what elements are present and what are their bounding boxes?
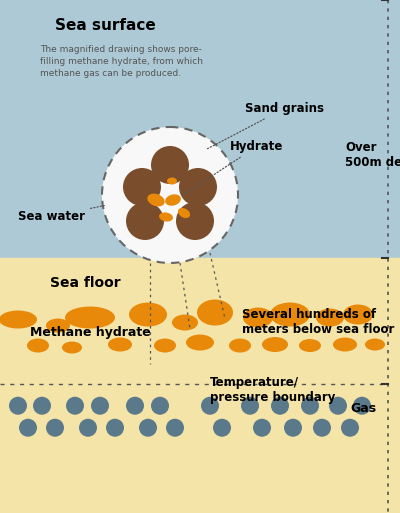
Ellipse shape (167, 177, 177, 185)
Ellipse shape (65, 307, 115, 328)
Ellipse shape (299, 339, 321, 352)
Circle shape (241, 397, 259, 415)
Ellipse shape (316, 308, 344, 327)
Ellipse shape (186, 334, 214, 350)
Circle shape (151, 146, 189, 184)
Ellipse shape (154, 339, 176, 352)
Text: Hydrate: Hydrate (182, 140, 283, 195)
Ellipse shape (365, 339, 385, 350)
Circle shape (126, 397, 144, 415)
Ellipse shape (229, 339, 251, 352)
Circle shape (341, 419, 359, 437)
Ellipse shape (333, 338, 357, 351)
Ellipse shape (172, 314, 198, 330)
Ellipse shape (243, 307, 273, 327)
Ellipse shape (62, 342, 82, 353)
Circle shape (313, 419, 331, 437)
Ellipse shape (262, 337, 288, 352)
Circle shape (176, 202, 214, 240)
Text: Sea floor: Sea floor (50, 275, 121, 289)
Circle shape (126, 202, 164, 240)
Ellipse shape (0, 310, 37, 328)
Ellipse shape (129, 303, 167, 327)
Circle shape (66, 397, 84, 415)
Ellipse shape (108, 338, 132, 351)
Circle shape (79, 419, 97, 437)
Circle shape (201, 397, 219, 415)
Text: Gas: Gas (350, 402, 376, 415)
Ellipse shape (197, 300, 233, 326)
Circle shape (9, 397, 27, 415)
Circle shape (284, 419, 302, 437)
Circle shape (301, 397, 319, 415)
Ellipse shape (46, 319, 70, 332)
Ellipse shape (343, 305, 373, 325)
Circle shape (102, 127, 238, 263)
Ellipse shape (270, 303, 310, 327)
Circle shape (106, 419, 124, 437)
Text: Over
500m deep: Over 500m deep (345, 141, 400, 169)
Circle shape (46, 419, 64, 437)
Circle shape (91, 397, 109, 415)
Ellipse shape (165, 194, 181, 206)
Text: Several hundreds of
meters below sea floor: Several hundreds of meters below sea flo… (242, 307, 394, 336)
Text: Sea water: Sea water (18, 206, 104, 223)
Bar (0, 258, 400, 513)
Circle shape (123, 168, 161, 206)
Circle shape (151, 397, 169, 415)
Circle shape (166, 419, 184, 437)
Text: Sand grains: Sand grains (208, 102, 324, 149)
Text: Methane hydrate: Methane hydrate (30, 326, 151, 339)
Circle shape (33, 397, 51, 415)
Bar (0, 0, 400, 258)
Ellipse shape (178, 208, 190, 218)
Circle shape (179, 168, 217, 206)
Text: The magnified drawing shows pore-
filling methane hydrate, from which
methane ga: The magnified drawing shows pore- fillin… (40, 45, 203, 77)
Circle shape (271, 397, 289, 415)
Circle shape (213, 419, 231, 437)
Circle shape (139, 419, 157, 437)
Circle shape (329, 397, 347, 415)
Ellipse shape (147, 193, 165, 206)
Text: Temperature/
pressure boundary: Temperature/ pressure boundary (210, 376, 335, 404)
Ellipse shape (159, 212, 173, 222)
Text: Sea surface: Sea surface (55, 18, 156, 33)
Circle shape (19, 419, 37, 437)
Ellipse shape (27, 339, 49, 352)
Circle shape (353, 397, 371, 415)
Circle shape (253, 419, 271, 437)
